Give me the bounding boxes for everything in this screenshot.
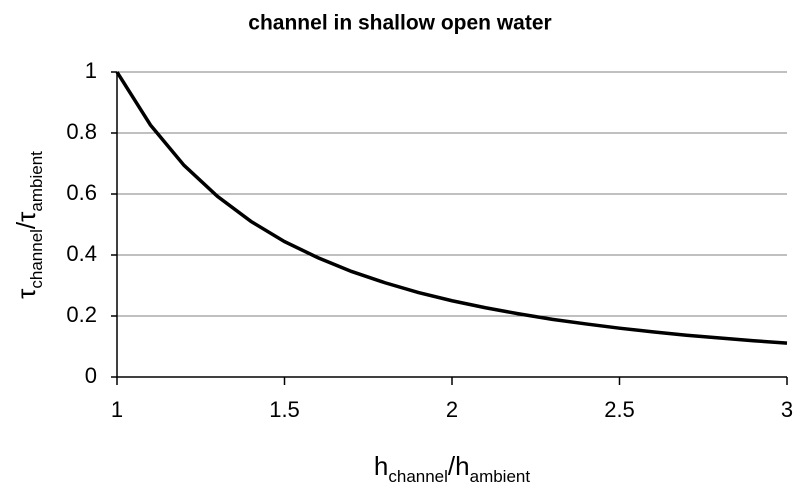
y-tick-label: 1 bbox=[85, 58, 97, 83]
y-axis-label-part: /τ bbox=[11, 211, 41, 229]
x-axis-label-part: ambient bbox=[470, 467, 531, 486]
x-axis-label-part: /h bbox=[448, 451, 470, 481]
y-axis-label-part: τ bbox=[11, 288, 41, 299]
x-tick-label: 1 bbox=[111, 397, 123, 422]
y-tick-label: 0.2 bbox=[66, 302, 97, 327]
data-line bbox=[115, 71, 788, 345]
y-axis-label-part: channel bbox=[27, 229, 46, 289]
x-axis-label-part: channel bbox=[388, 467, 448, 486]
y-axis-label: τchannel/τambient bbox=[11, 151, 46, 299]
x-tick-label: 3 bbox=[781, 397, 793, 422]
y-tick-label: 0.4 bbox=[66, 241, 97, 266]
x-tick-label: 2 bbox=[446, 397, 458, 422]
y-axis-label-part: ambient bbox=[27, 151, 46, 212]
x-axis-label: hchannel/hambient bbox=[374, 451, 530, 486]
y-tick-label: 0.8 bbox=[66, 119, 97, 144]
x-axis-label-part: h bbox=[374, 451, 388, 481]
chart-title: channel in shallow open water bbox=[248, 12, 551, 35]
y-tick-label: 0.6 bbox=[66, 180, 97, 205]
x-tick-label: 1.5 bbox=[269, 397, 300, 422]
x-tick-label: 2.5 bbox=[604, 397, 635, 422]
y-tick-label: 0 bbox=[85, 363, 97, 388]
